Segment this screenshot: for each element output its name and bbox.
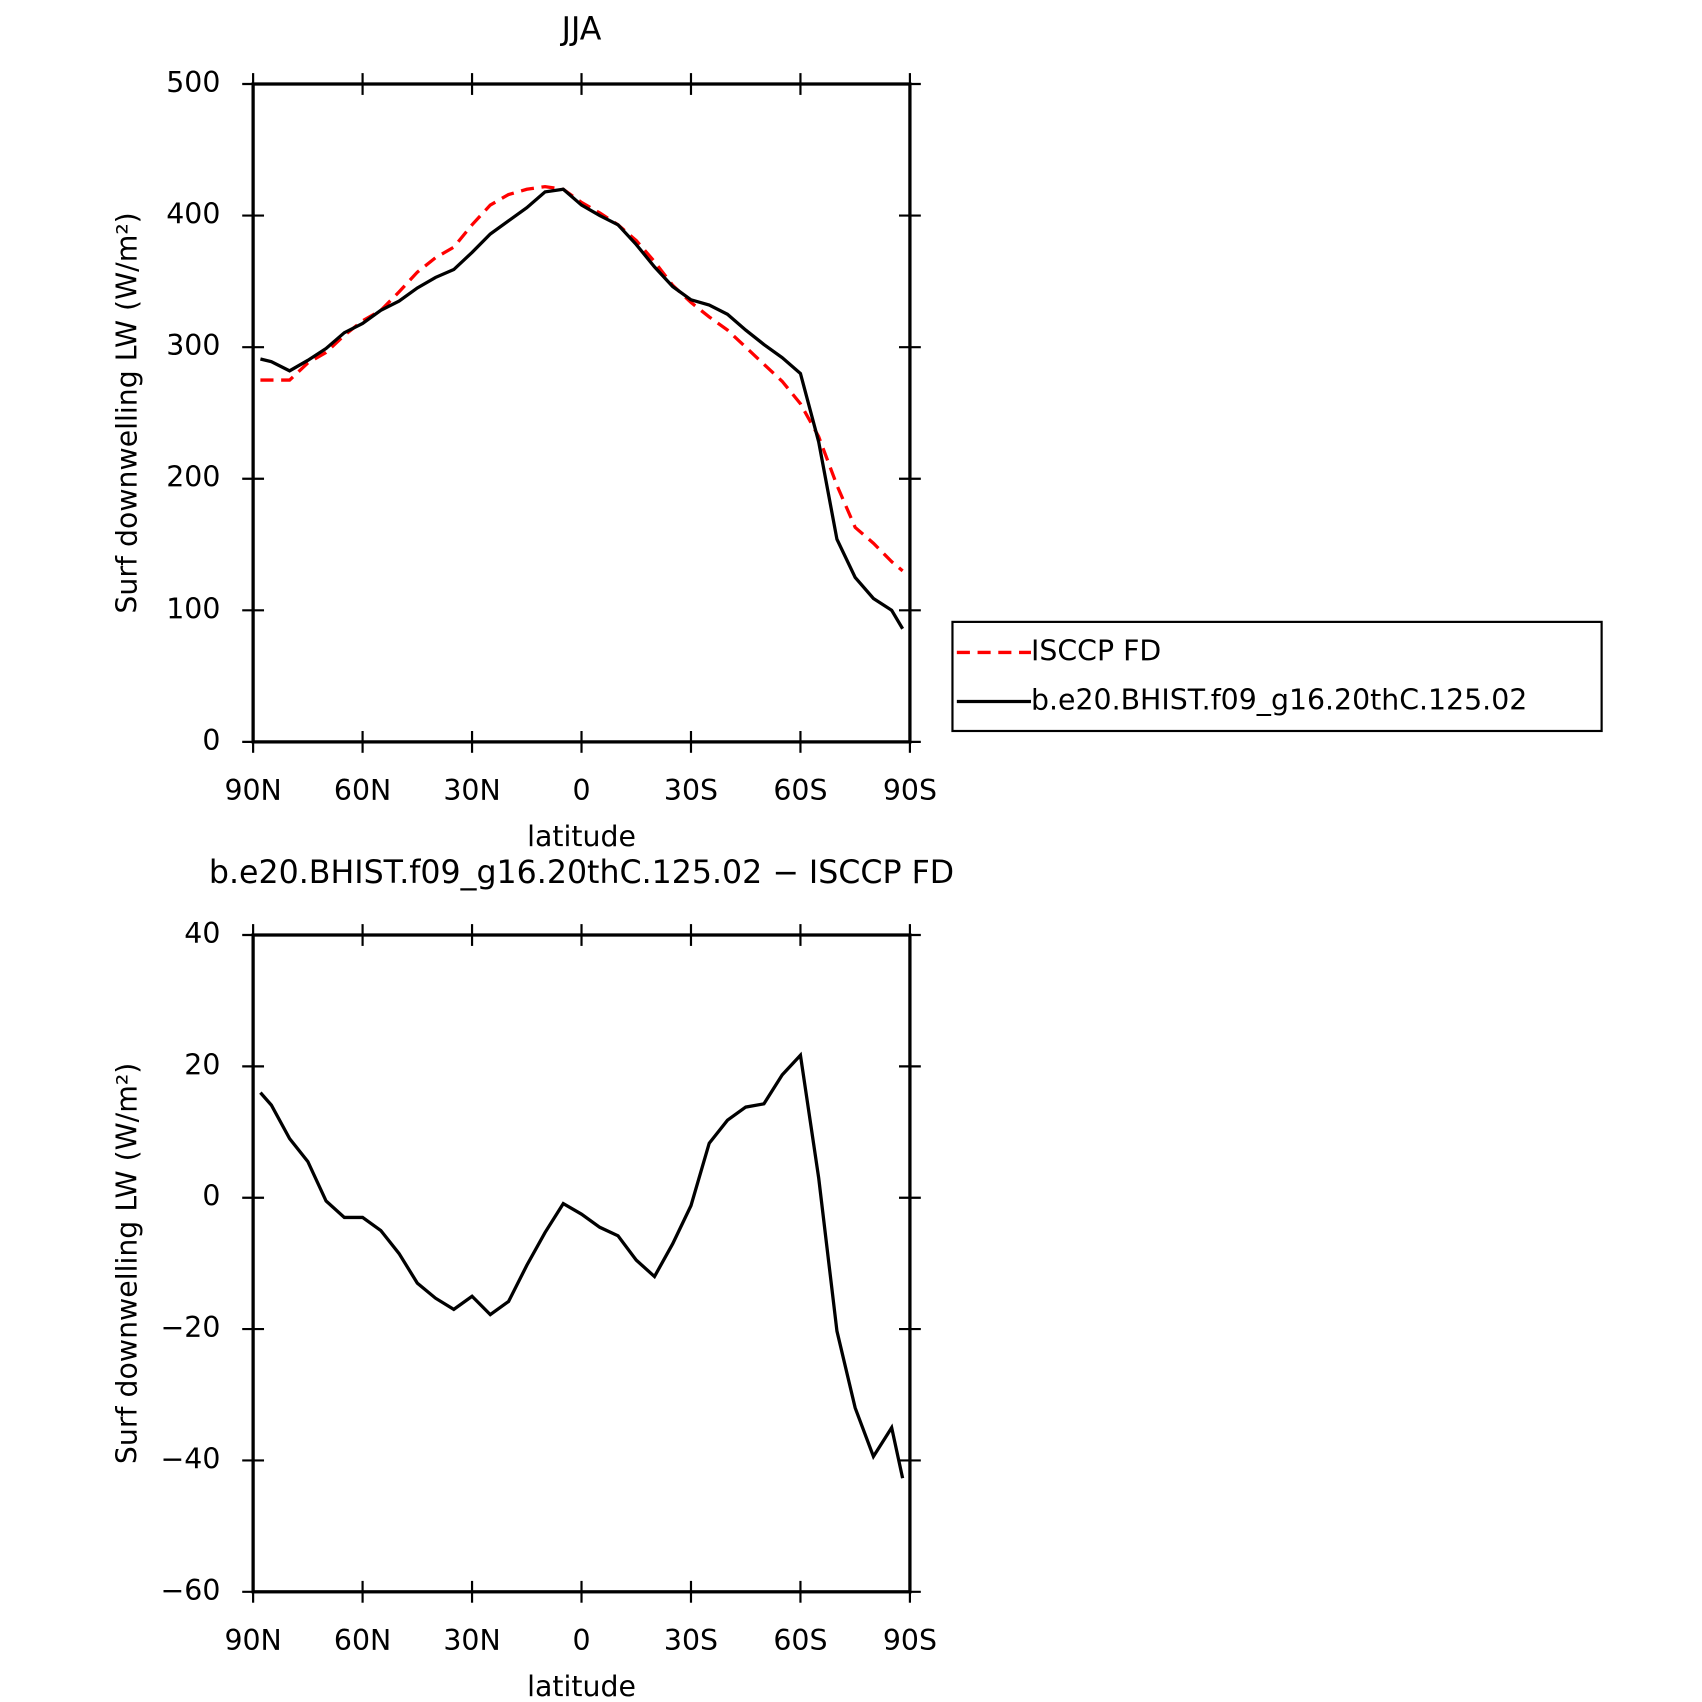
y-tick-label: 20 [184, 1048, 220, 1081]
y-tick-label: −40 [161, 1442, 221, 1475]
series-line [259, 1051, 905, 1479]
x-tick-label: 60S [773, 774, 827, 807]
legend-box [951, 620, 1603, 733]
x-tick-label: 60N [334, 774, 391, 807]
x-tick-label: 30S [664, 774, 718, 807]
y-tick-label: 500 [166, 66, 220, 99]
y-tick-label: −20 [161, 1311, 221, 1344]
legend-label: b.e20.BHIST.f09_g16.20thC.125.02 [1031, 684, 1527, 717]
y-tick-label: 0 [202, 724, 220, 757]
y-axis-label: Surf downwelling LW (W/m²) [111, 212, 144, 613]
series-line [260, 187, 905, 630]
y-tick-label: 0 [202, 1180, 220, 1213]
x-tick-label: 0 [572, 1624, 590, 1657]
x-axis-label: latitude [527, 820, 636, 853]
x-tick-label: 90S [883, 774, 937, 807]
y-tick-label: 400 [166, 198, 220, 231]
x-axis-label: latitude [527, 1670, 636, 1702]
x-tick-label: 90N [224, 1624, 281, 1657]
chart-title: JJA [560, 12, 602, 48]
y-tick-label: 100 [166, 592, 220, 625]
plot-frame [251, 933, 912, 1594]
y-tick-label: 300 [166, 329, 220, 362]
x-tick-label: 0 [572, 774, 590, 807]
x-tick-label: 30S [664, 1624, 718, 1657]
x-tick-label: 30N [443, 1624, 500, 1657]
series-line [260, 184, 904, 573]
chart-title: b.e20.BHIST.f09_g16.20thC.125.02 − ISCCP… [209, 855, 954, 891]
plot-frame [251, 82, 912, 744]
x-tick-label: 30N [443, 774, 500, 807]
legend-label: ISCCP FD [1031, 634, 1161, 667]
y-tick-label: 40 [184, 917, 220, 950]
x-tick-label: 60N [334, 1624, 391, 1657]
x-tick-label: 90N [224, 774, 281, 807]
y-axis-label: Surf downwelling LW (W/m²) [111, 1063, 144, 1464]
x-tick-label: 60S [773, 1624, 827, 1657]
x-tick-label: 90S [883, 1624, 937, 1657]
y-tick-label: −60 [161, 1574, 221, 1607]
y-tick-label: 200 [166, 461, 220, 494]
